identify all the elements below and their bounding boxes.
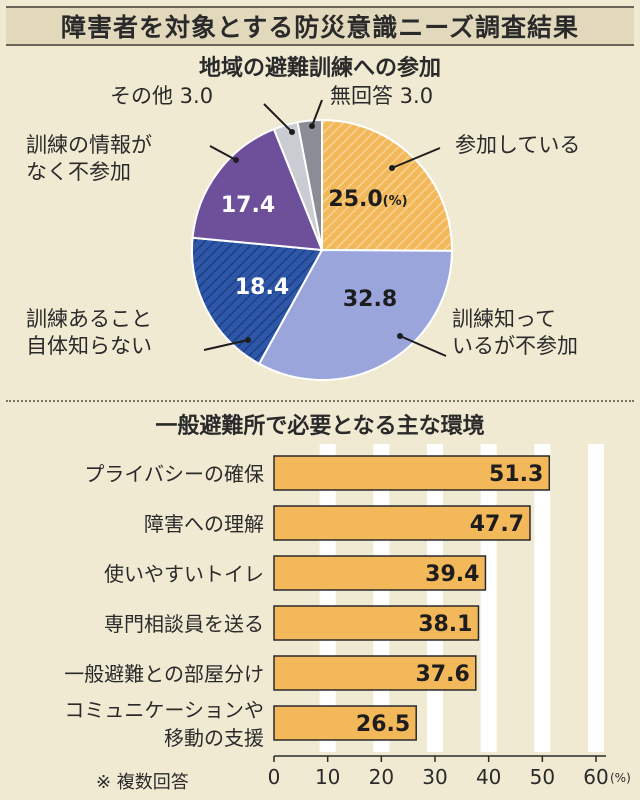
pie-slice [257,248,454,381]
bar [273,505,531,541]
pie-slice-label: その他 3.0 [110,84,213,108]
pie-value-label: 32.8 [343,287,397,312]
pie-slice-label: 訓練の情報がなく不参加 [26,133,152,184]
pie-slice [191,127,324,252]
bar-category-label: 障害への理解 [144,512,264,536]
pie-leader-line [209,145,237,161]
bar-value-label: 38.1 [418,612,472,637]
bar-category-label: 専門相談員を送る [104,612,264,636]
x-unit-label: (%) [610,771,631,785]
pie-value-label: 17.4 [221,193,275,218]
x-tick-label: 50 [530,765,555,789]
pie-leader-line [263,103,293,133]
pie-chart-title: 地域の避難訓練への参加 [198,56,441,81]
x-tick-label: 20 [369,765,394,789]
bar [273,455,551,491]
gridline [588,444,604,752]
bar-value-label: 26.5 [356,712,410,737]
pie-slice [321,118,453,252]
pie-slice-label: 参加している [455,133,580,157]
bar-category-label: 一般避難との部屋分け [64,662,264,686]
x-tick-label: 30 [422,765,447,789]
gridline [534,444,551,752]
pie-slice [191,236,324,366]
bar [273,705,417,741]
page-title: 障害者を対象とする防災意識ニーズ調査結果 [6,6,634,46]
bar-value-label: 39.4 [425,562,479,587]
bar-category-label: プライバシーの確保 [84,462,264,486]
note-multiple-answers: ※ 複数回答 [96,772,189,793]
bar-value-label: 51.3 [489,462,543,487]
x-tick-label: 60 [583,765,608,789]
pie-slice-label: 訓練知っているが不参加 [452,307,578,358]
section-divider [6,400,634,402]
bar [273,605,480,641]
bar [273,655,477,691]
pie-leader-line [203,339,249,351]
pie-slice-label: 無回答 3.0 [330,84,433,108]
bar-value-label: 37.6 [416,662,470,687]
bar-chart-title: 一般避難所で必要となる主な環境 [155,414,485,439]
x-tick-label: 10 [315,765,340,789]
pie-unit-label: (%) [383,194,408,209]
pie-leader-line [399,335,447,357]
bar-category-label: 使いやすいトイレ [104,562,264,586]
pie-leader-line [391,147,441,169]
bar-value-label: 47.7 [470,512,524,537]
bar-category-label: コミュニケーションや移動の支援 [64,698,264,750]
bar [273,555,487,591]
pie-leader-line [311,99,323,127]
x-tick-label: 0 [268,765,281,789]
pie-slice-label: 訓練あること自体知らない [26,307,152,358]
pie-slice [296,118,323,251]
pie-value-label: 18.4 [235,275,289,300]
x-tick-label: 40 [476,765,501,789]
bar-chart: 0 10 20 30 40 50 60 (%) 51.3 プライバシーの確保 47.7 障害への理解 3… [64,444,631,789]
